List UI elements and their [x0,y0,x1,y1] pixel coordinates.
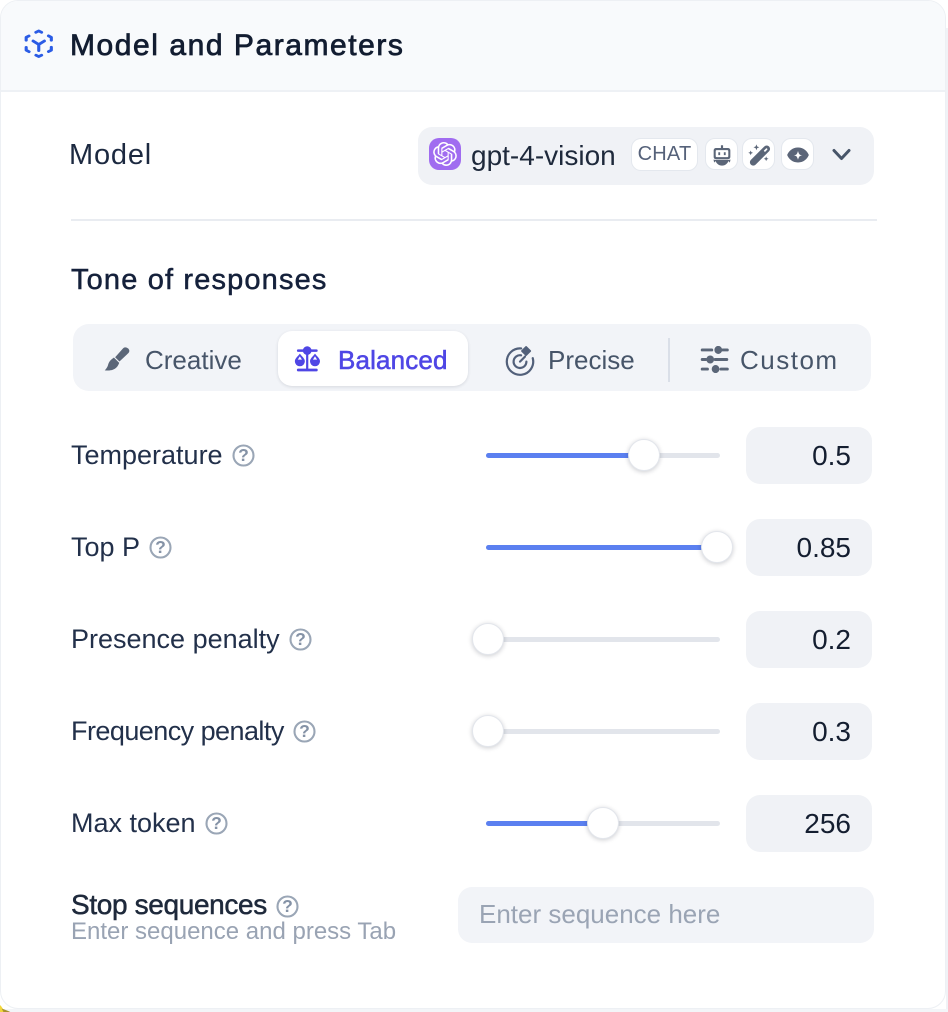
svg-text:?: ? [282,896,293,916]
svg-text:?: ? [299,721,310,741]
svg-text:?: ? [155,537,166,557]
svg-text:?: ? [211,813,222,833]
svg-text:?: ? [238,445,249,465]
svg-text:?: ? [295,629,306,649]
